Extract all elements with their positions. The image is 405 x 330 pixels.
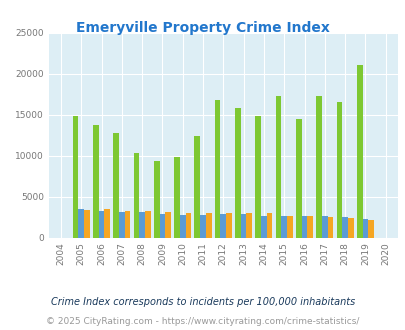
Bar (315, 96, 321, 238)
Bar (362, 219, 367, 238)
Bar (321, 216, 327, 238)
Bar (124, 211, 130, 238)
Bar (266, 214, 272, 238)
Bar (200, 215, 205, 238)
Bar (98, 211, 104, 238)
Bar (205, 213, 211, 238)
Bar (281, 216, 286, 238)
Bar (356, 65, 362, 238)
Bar (104, 209, 110, 238)
Bar (255, 116, 260, 238)
Bar (301, 216, 307, 238)
Bar (153, 161, 159, 238)
Bar (119, 212, 124, 238)
Bar (240, 214, 246, 238)
Bar (78, 209, 84, 238)
Text: Crime Index corresponds to incidents per 100,000 inhabitants: Crime Index corresponds to incidents per… (51, 297, 354, 307)
Bar (165, 212, 171, 238)
Bar (84, 210, 90, 238)
Bar (145, 211, 150, 238)
Bar (179, 215, 185, 238)
Bar (275, 96, 281, 238)
Bar (113, 133, 119, 238)
Bar (246, 213, 252, 238)
Bar (194, 136, 200, 238)
Bar (159, 214, 165, 238)
Bar (185, 213, 191, 238)
Bar (93, 125, 98, 238)
Bar (220, 214, 226, 238)
Bar (226, 213, 231, 238)
Bar (260, 215, 266, 238)
Bar (214, 100, 220, 238)
Bar (295, 119, 301, 238)
Bar (367, 220, 373, 238)
Bar (307, 216, 312, 238)
Bar (139, 212, 145, 238)
Bar (286, 216, 292, 238)
Bar (174, 156, 179, 238)
Bar (72, 116, 78, 238)
Bar (336, 102, 341, 238)
Bar (347, 217, 353, 238)
Text: © 2025 CityRating.com - https://www.cityrating.com/crime-statistics/: © 2025 CityRating.com - https://www.city… (46, 317, 359, 326)
Bar (327, 217, 333, 238)
Bar (133, 153, 139, 238)
Bar (234, 108, 240, 238)
Bar (341, 217, 347, 238)
Text: Emeryville Property Crime Index: Emeryville Property Crime Index (76, 21, 329, 35)
